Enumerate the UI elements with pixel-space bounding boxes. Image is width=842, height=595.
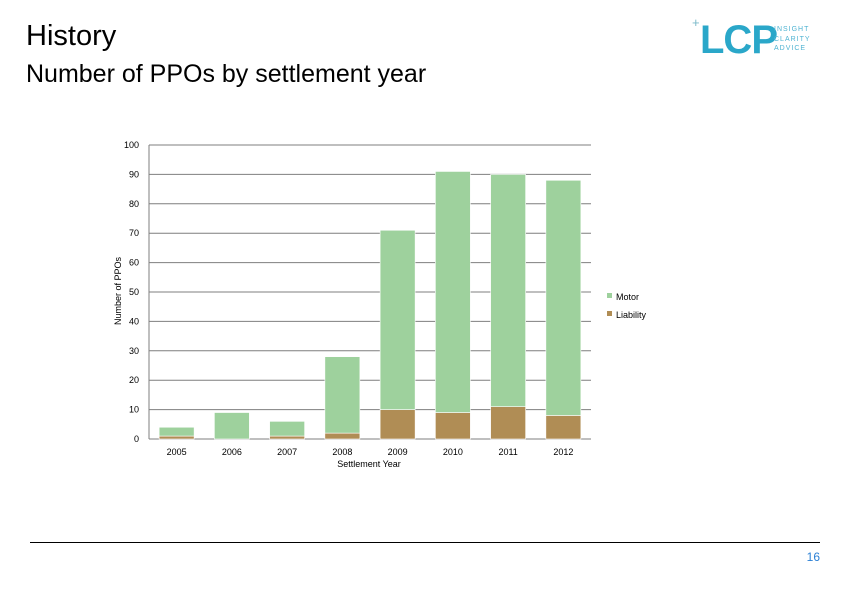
- bar-motor-2007: [269, 421, 305, 437]
- bar-motor-2005: [158, 426, 195, 437]
- x-tick-label: 2010: [443, 447, 463, 457]
- logo-tagline-line: ADVICE: [774, 45, 807, 52]
- y-tick-label: 60: [129, 258, 139, 268]
- y-axis-label: Number of PPOs: [113, 256, 123, 325]
- bar-motor-2011: [490, 174, 526, 407]
- bar-motor-2009: [379, 229, 416, 410]
- bar-motor-2008: [324, 356, 361, 434]
- y-tick-label: 20: [129, 375, 139, 385]
- bar-liability-2012: [545, 415, 582, 440]
- logo-tagline-line: CLARITY: [774, 35, 811, 43]
- x-tick-label: 2006: [222, 447, 242, 457]
- y-tick-label: 90: [129, 169, 139, 179]
- x-tick-label: 2008: [332, 447, 352, 457]
- page-subtitle: Number of PPOs by settlement year: [26, 60, 427, 88]
- bar-motor-2010: [435, 171, 471, 413]
- bar-liability-2005: [158, 435, 195, 440]
- bar-liability-2011: [490, 406, 526, 440]
- y-tick-label: 100: [124, 140, 139, 150]
- bar-liability-2010: [435, 412, 471, 440]
- logo-wordmark: LCP: [700, 18, 778, 62]
- y-tick-label: 0: [134, 434, 139, 444]
- legend-swatch-motor: [607, 293, 612, 298]
- legend-label-liability: Liability: [616, 310, 647, 320]
- bar-motor-2006: [214, 412, 250, 440]
- bar-liability-2008: [324, 432, 361, 440]
- lcp-logo: + LCP INSIGHT CLARITY ADVICE: [692, 15, 822, 62]
- page-title: History: [26, 20, 117, 52]
- x-axis-label: Settlement Year: [337, 459, 401, 469]
- x-tick-label: 2007: [277, 447, 297, 457]
- legend-swatch-liability: [607, 311, 612, 316]
- y-tick-label: 80: [129, 199, 139, 209]
- footer-divider: [30, 542, 820, 543]
- x-tick-label: 2009: [388, 447, 408, 457]
- bar-liability-2009: [379, 409, 416, 440]
- y-tick-label: 40: [129, 316, 139, 326]
- y-tick-label: 70: [129, 228, 139, 238]
- logo-tagline-line: INSIGHT: [774, 26, 810, 33]
- x-axis-ticks: 2005 2006 2007 2008 2009 2010 2011 2012: [167, 447, 574, 457]
- legend-label-motor: Motor: [616, 292, 639, 302]
- bar-liability-2007: [269, 435, 305, 440]
- chart-legend: Motor Liability: [607, 292, 647, 320]
- bar-motor-2012: [545, 179, 582, 416]
- page-number: 16: [806, 550, 820, 564]
- logo-tagline: INSIGHT CLARITY ADVICE: [774, 25, 811, 54]
- y-tick-label: 50: [129, 287, 139, 297]
- plus-icon: +: [692, 15, 700, 30]
- x-tick-label: 2011: [498, 447, 517, 457]
- y-axis-ticks: 0 10 20 30 40 50 60 70 80 90 100: [124, 140, 139, 444]
- x-tick-label: 2005: [167, 447, 187, 457]
- y-tick-label: 30: [129, 346, 139, 356]
- x-tick-label: 2012: [553, 447, 573, 457]
- y-tick-label: 10: [129, 405, 139, 415]
- chart-bars: [158, 171, 582, 440]
